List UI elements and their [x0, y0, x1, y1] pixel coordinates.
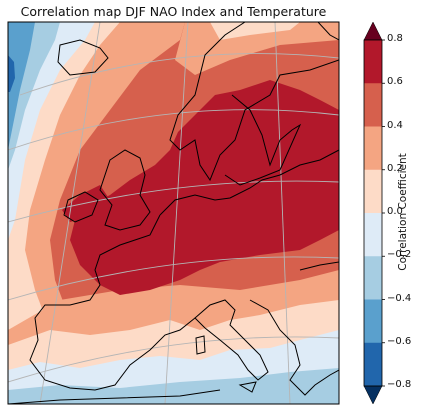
- map-frame: [7, 21, 340, 405]
- colorbar: [363, 21, 385, 405]
- map-panel[interactable]: [8, 22, 339, 404]
- colorbar-tick-label: 0.4: [387, 119, 403, 131]
- coast-italy: [194, 299, 269, 381]
- colorbar-level: [364, 256, 382, 300]
- coast-ireland: [63, 191, 99, 223]
- colorbar-over-arrow: [363, 21, 383, 41]
- contour-neg0.4-neg0.2-bottom: [8, 368, 339, 404]
- coast-scandinavia: [169, 22, 339, 182]
- plot-title: Correlation map DJF NAO Index and Temper…: [20, 4, 327, 19]
- colorbar-ticks: [382, 39, 385, 387]
- colorbar-level: [364, 342, 382, 387]
- colorbar-tick-label: 0.6: [387, 76, 403, 88]
- colorbar-label: Correlation Coefficient: [397, 153, 409, 271]
- colorbar-tick-label: −0.2: [387, 249, 412, 261]
- colorbar-level: [364, 83, 382, 127]
- coast-sicily: [238, 381, 257, 393]
- colorbar-level: [364, 169, 382, 214]
- coast-sardinia: [195, 335, 206, 355]
- colorbar-under-arrow: [363, 385, 383, 405]
- colorbar-tick-label: 0.2: [387, 162, 403, 174]
- colorbar-tick-label: 0.8: [387, 33, 403, 44]
- coast-iceland: [57, 39, 109, 76]
- coastlines: [8, 22, 339, 404]
- colorbar-levels: [364, 40, 382, 387]
- colorbar-level: [364, 299, 382, 344]
- gridlines: [8, 22, 339, 404]
- coast-france-iberia: [29, 214, 196, 391]
- colorbar-level: [364, 40, 382, 84]
- colorbar-tick-label: 0.0: [387, 206, 403, 217]
- colorbar-tick-label: −0.8: [387, 379, 412, 390]
- contour-neg0.8-neg0.6-left: [8, 55, 15, 92]
- colorbar-level: [364, 213, 382, 257]
- coast-mainland: [159, 149, 339, 216]
- contour-0.6-0.8-west: [62, 185, 110, 222]
- colorbar-level: [364, 126, 382, 171]
- coast-baltic: [224, 94, 302, 186]
- coast-black-sea: [299, 261, 339, 271]
- colorbar-tick-label: −0.4: [387, 292, 412, 304]
- coast-balkans: [249, 299, 339, 396]
- colorbar-tick-label: −0.6: [387, 335, 412, 347]
- contour-0.6-0.8-core: [70, 80, 339, 295]
- coast-arctic-island: [317, 22, 339, 41]
- contour-neg0.6-neg0.4-left: [8, 22, 35, 150]
- coast-north-africa: [8, 389, 221, 404]
- contour-0.0-0.2-top: [210, 22, 300, 40]
- contour-0.2-0.4-top: [175, 22, 339, 75]
- coast-britain: [99, 149, 151, 231]
